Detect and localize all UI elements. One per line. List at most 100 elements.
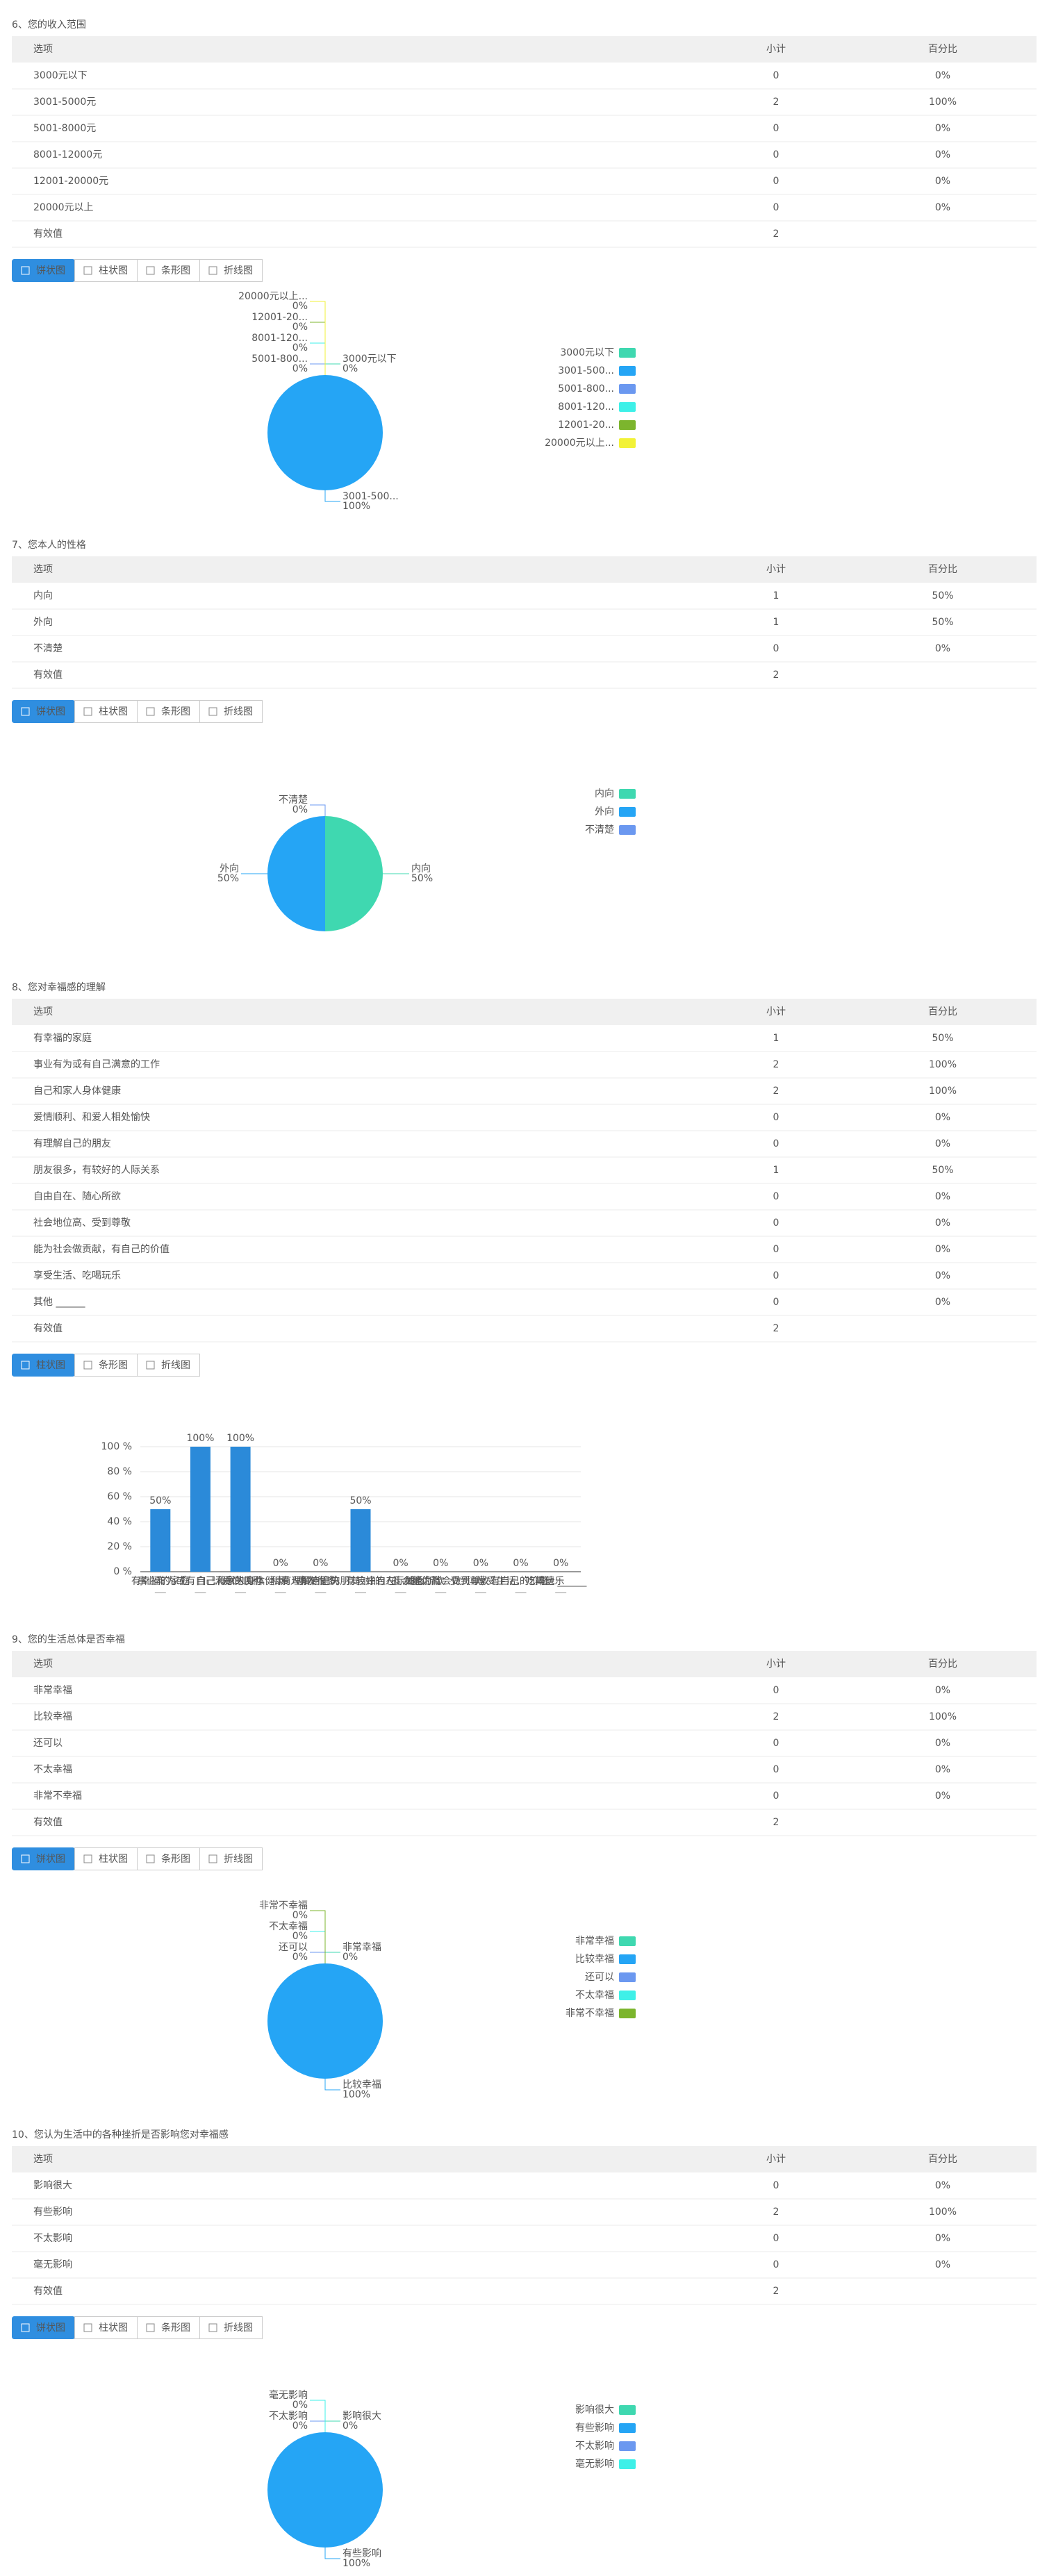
percent-cell: 100% (929, 1059, 957, 1070)
column-header: 选项 (33, 1659, 53, 1670)
legend-swatch (619, 807, 636, 817)
chart-tab[interactable] (137, 700, 200, 723)
tab-label[interactable]: 折线图 (224, 265, 253, 276)
chart-tab[interactable] (74, 700, 138, 723)
valid-label: 有效值 (33, 2286, 63, 2297)
percent-cell: 0% (935, 1218, 950, 1229)
x-tick-label: 享受生活、吃喝玩乐 (477, 1575, 565, 1587)
column-header: 小计 (766, 1006, 786, 1017)
valid-label: 有效值 (33, 1817, 63, 1828)
table-header (12, 999, 1037, 1025)
count-cell: 2 (773, 97, 779, 108)
bar-value-label: 100% (186, 1433, 214, 1444)
tab-label[interactable]: 条形图 (99, 1359, 128, 1371)
option-label: 20000元以上 (33, 202, 94, 213)
chart-tab[interactable] (137, 1354, 200, 1377)
legend-label: 8001-120... (558, 401, 614, 413)
chart-tab[interactable] (74, 259, 138, 282)
chart-tab[interactable] (199, 700, 263, 723)
legend-label: 不清楚 (585, 824, 614, 836)
tab-label[interactable]: 饼状图 (36, 1854, 65, 1865)
x-tick-label: 事业有为或有自己满意的工作 (137, 1575, 263, 1587)
tab-label[interactable]: 折线图 (161, 1360, 190, 1371)
column-header: 选项 (33, 2154, 53, 2165)
tab-label[interactable]: 条形图 (161, 706, 190, 717)
bar (190, 1447, 211, 1572)
tab-label[interactable]: 折线图 (224, 706, 253, 717)
option-label: 其他 ______ (33, 1297, 85, 1308)
percent-cell: 100% (929, 2207, 957, 2218)
tab-icon (208, 1854, 217, 1863)
tab-label[interactable]: 饼状图 (36, 706, 65, 717)
tab-label[interactable]: 折线图 (224, 1854, 253, 1865)
count-cell: 0 (773, 149, 779, 160)
tab-label[interactable]: 折线图 (224, 2322, 253, 2334)
option-label: 不太幸福 (33, 1764, 72, 1775)
tab-icon (83, 1854, 92, 1863)
slice-percent: 0% (292, 1931, 308, 1942)
tab-label[interactable]: 柱状图 (36, 1360, 65, 1371)
label-leader (310, 301, 326, 375)
percent-cell: 0% (935, 1297, 950, 1308)
option-label: 自己和家人身体健康 (33, 1085, 121, 1097)
chart-tab[interactable] (199, 1847, 263, 1870)
percent-cell: 0% (935, 70, 950, 81)
tab-label[interactable]: 柱状图 (99, 265, 128, 276)
tab-label[interactable]: 柱状图 (99, 706, 128, 717)
legend-label: 3000元以下 (560, 347, 614, 358)
valid-label: 有效值 (33, 1323, 63, 1334)
chart-tab[interactable] (199, 2316, 263, 2339)
tab-label[interactable]: 饼状图 (36, 265, 65, 276)
label-leader (310, 322, 326, 375)
table-header (12, 36, 1037, 63)
tab-label[interactable]: 柱状图 (99, 1854, 128, 1865)
pie-slice (267, 1963, 383, 2079)
percent-cell: 50% (932, 590, 953, 601)
option-label: 社会地位高、受到尊敬 (33, 1217, 131, 1229)
tab-label[interactable]: 条形图 (161, 1853, 190, 1865)
tab-label[interactable]: 柱状图 (99, 2322, 128, 2334)
label-leader (324, 2420, 340, 2432)
slice-percent: 0% (292, 301, 308, 312)
column-header: 百分比 (928, 564, 957, 575)
count-cell: 0 (773, 1244, 779, 1255)
x-tick-label: 自由自在、随心所欲 (357, 1576, 445, 1587)
option-label: 12001-20000元 (33, 176, 108, 187)
tab-label[interactable]: 饼状图 (36, 2322, 65, 2334)
slice-percent: 100% (342, 501, 370, 512)
chart-tab[interactable] (199, 259, 263, 282)
slice-label: 3001-500... (342, 491, 399, 502)
chart-tab[interactable] (137, 2316, 200, 2339)
label-leader (310, 2420, 326, 2432)
tab-label[interactable]: 条形图 (161, 265, 190, 276)
slice-percent: 0% (292, 342, 308, 354)
table-header (12, 1651, 1037, 1677)
legend-swatch (619, 384, 636, 394)
table-header (12, 2146, 1037, 2172)
percent-cell: 0% (935, 1790, 950, 1802)
option-label: 朋友很多，有较好的人际关系 (33, 1164, 160, 1176)
percent-cell: 100% (929, 1711, 957, 1722)
tab-label[interactable]: 条形图 (161, 2322, 190, 2334)
chart-tab[interactable] (74, 1354, 138, 1377)
slice-percent: 0% (292, 804, 308, 815)
percent-cell: 0% (935, 1244, 950, 1255)
tab-icon (83, 707, 92, 716)
column-header: 百分比 (928, 2154, 957, 2165)
x-tick-label: 能为社会做贡献，有自己的价值 (413, 1576, 549, 1587)
slice-label: 外向 (220, 863, 239, 874)
chart-tab[interactable] (137, 1847, 200, 1870)
chart-tab[interactable] (137, 259, 200, 282)
option-label: 毫无影响 (33, 2259, 72, 2270)
legend-label: 毫无影响 (575, 2458, 614, 2470)
option-label: 有理解自己的朋友 (33, 1138, 111, 1149)
count-cell: 2 (773, 1086, 779, 1097)
column-header: 选项 (33, 44, 53, 55)
column-header: 小计 (766, 44, 786, 55)
option-label: 有幸福的家庭 (33, 1032, 92, 1044)
chart-tab[interactable] (74, 2316, 138, 2339)
percent-cell: 50% (932, 1165, 953, 1176)
count-cell: 1 (773, 590, 779, 601)
